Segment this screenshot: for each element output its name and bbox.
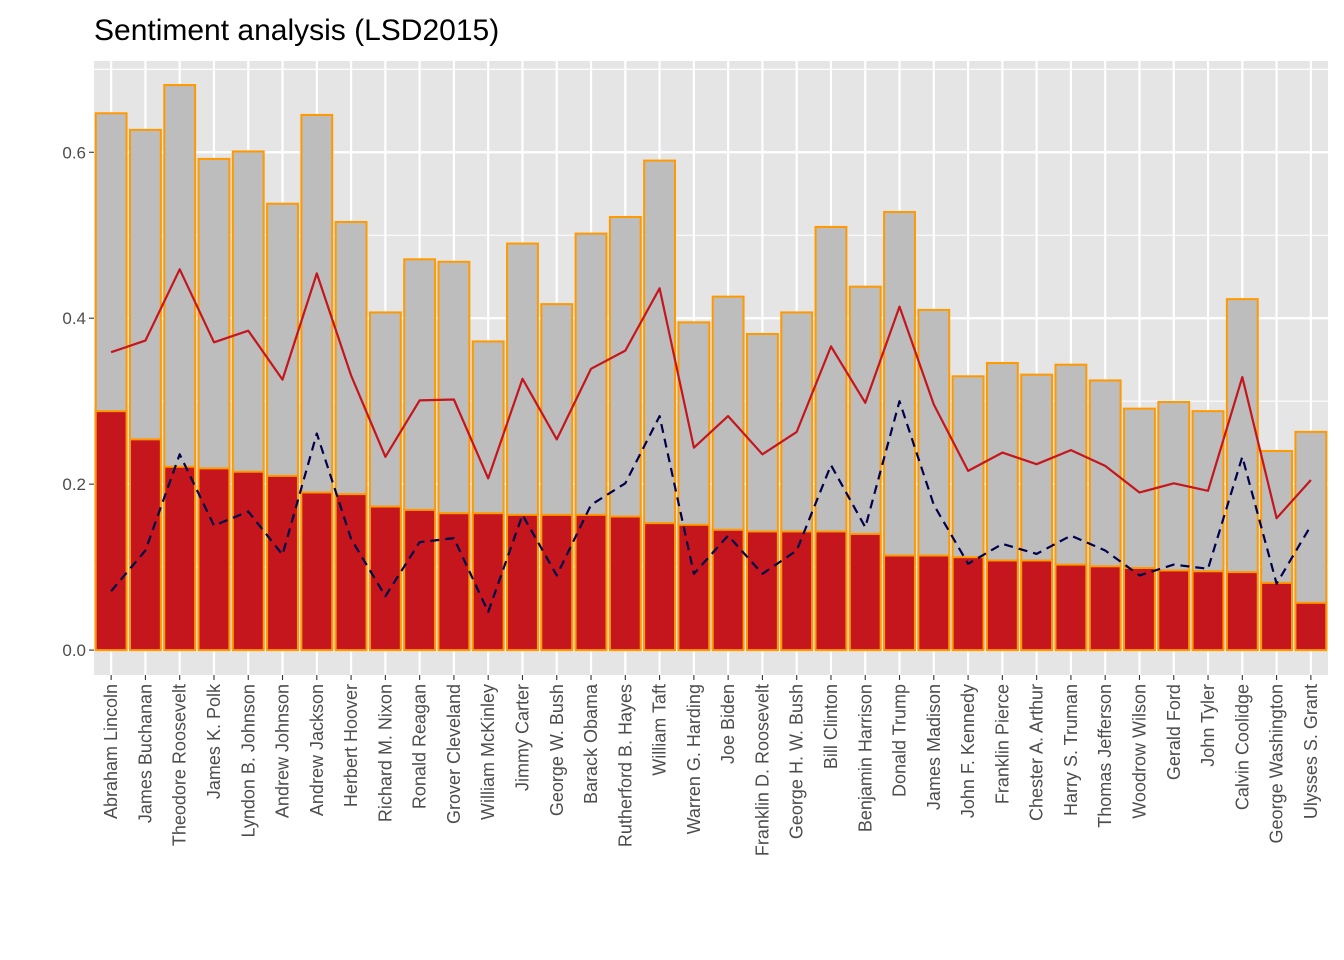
x-tick-label: Theodore Roosevelt: [170, 684, 190, 846]
x-tick-label: William McKinley: [478, 684, 498, 820]
inner-bar: [985, 559, 1019, 652]
y-axis: 0.0 0.2 0.4 0.6: [62, 143, 94, 660]
inner-bar: [951, 556, 985, 652]
series-lines: [110, 268, 1312, 614]
x-tick-label: James Madison: [924, 684, 944, 810]
x-tick-label: Franklin D. Roosevelt: [752, 684, 772, 856]
plot-panel: [94, 61, 1328, 675]
inner-bar: [1088, 565, 1122, 652]
inner-bar: [574, 513, 608, 652]
x-tick-label: James K. Polk: [204, 683, 224, 799]
inner-bar: [128, 438, 162, 652]
inner-bar: [1191, 570, 1225, 652]
inner-bar: [403, 508, 437, 652]
x-tick-label: Jimmy Carter: [513, 684, 533, 791]
chart-title: Sentiment analysis (LSD2015): [94, 14, 499, 47]
x-tick-label: Joe Biden: [718, 684, 738, 764]
inner-bar: [506, 513, 539, 652]
inner-bar: [437, 512, 471, 652]
x-tick-label: Donald Trump: [890, 684, 910, 797]
x-tick-label: George Washington: [1267, 684, 1287, 843]
minor-gridlines: [94, 68, 1328, 568]
y-tick-label: 0.0: [62, 641, 86, 660]
x-tick-label: James Buchanan: [135, 684, 155, 823]
x-tick-label: Abraham Lincoln: [101, 684, 121, 819]
inner-bar: [231, 470, 265, 652]
x-tick-label: Ronald Reagan: [410, 684, 430, 809]
inner-bar: [300, 491, 334, 652]
inner-bar: [917, 554, 951, 652]
x-tick-label: Rutherford B. Hayes: [615, 684, 635, 847]
inner-bar: [1020, 559, 1054, 652]
x-tick-label: George W. Bush: [547, 684, 567, 816]
x-tick-label: Harry S. Truman: [1061, 684, 1081, 816]
inner-bar: [643, 522, 677, 652]
y-tick-label: 0.6: [62, 143, 86, 162]
inner-bar: [540, 513, 574, 652]
inner-bar: [334, 493, 368, 652]
inner-bar: [1225, 571, 1259, 652]
x-tick-label: John F. Kennedy: [958, 684, 978, 818]
x-tick-label: Gerald Ford: [1164, 684, 1184, 780]
inner-bar: [163, 465, 197, 652]
x-axis: Abraham Lincoln James Buchanan Theodore Ro…: [101, 675, 1321, 856]
inner-bar: [711, 528, 745, 652]
x-tick-label: Herbert Hoover: [341, 684, 361, 807]
inner-bar: [780, 530, 814, 652]
x-tick-label: Ulysses S. Grant: [1301, 684, 1321, 819]
inner-bar: [1260, 581, 1294, 652]
inner-bar: [745, 530, 779, 652]
inner-bar: [848, 532, 882, 652]
inner-bar: [1294, 601, 1328, 652]
x-tick-label: Warren G. Harding: [684, 684, 704, 834]
inner-bar: [883, 554, 916, 652]
inner-bar: [677, 523, 711, 652]
inner-bar: [608, 515, 642, 652]
x-tick-label: William Taft: [650, 684, 670, 776]
inner-bar: [266, 474, 299, 652]
x-tick-label: Calvin Coolidge: [1232, 684, 1252, 810]
inner-bar: [1157, 569, 1191, 652]
x-tick-label: Woodrow Wilson: [1130, 684, 1150, 819]
x-tick-label: Andrew Jackson: [307, 684, 327, 816]
inner-bar: [1123, 566, 1156, 652]
inner-bar: [197, 467, 231, 652]
x-tick-label: Bill Clinton: [821, 684, 841, 769]
inner-bar: [814, 530, 848, 652]
x-tick-label: Grover Cleveland: [444, 684, 464, 824]
y-tick-label: 0.4: [62, 309, 86, 328]
x-tick-label: Thomas Jefferson: [1095, 684, 1115, 828]
solid-line: [110, 268, 1312, 520]
y-tick-label: 0.2: [62, 475, 86, 494]
x-tick-label: Benjamin Harrison: [855, 684, 875, 832]
x-tick-label: Richard M. Nixon: [375, 684, 395, 822]
x-tick-label: Lyndon B. Johnson: [238, 684, 258, 837]
x-tick-label: Chester A. Arthur: [1027, 684, 1047, 821]
x-tick-label: John Tyler: [1198, 684, 1218, 767]
inner-bar: [1054, 563, 1088, 652]
x-tick-label: Andrew Johnson: [273, 684, 293, 818]
x-tick-label: Barack Obama: [581, 683, 601, 804]
x-tick-label: Franklin Pierce: [992, 684, 1012, 804]
inner-bar: [94, 410, 128, 652]
x-tick-label: George H. W. Bush: [787, 684, 807, 839]
